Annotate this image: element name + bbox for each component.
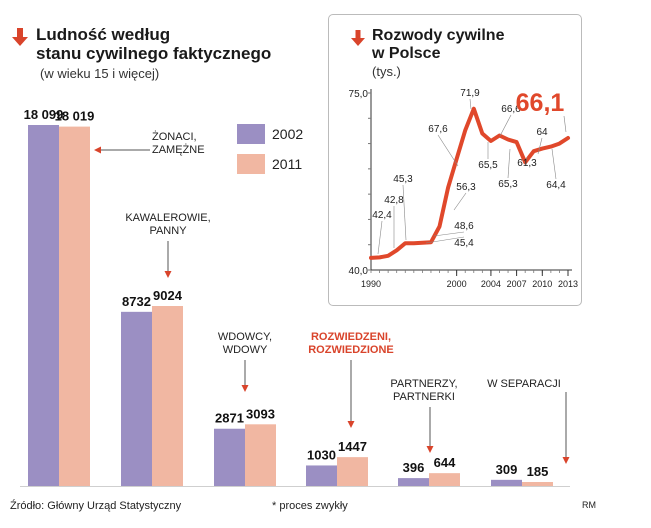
point-leader-12	[537, 137, 543, 155]
point-leader-9	[499, 114, 512, 137]
point-leader-11	[524, 156, 528, 165]
y-tick-label-75: 75,0	[349, 89, 369, 100]
bar-value-label-2002-1: 8732	[122, 294, 151, 309]
bar-value-label-2011-0: 18 019	[55, 109, 95, 124]
point-label-2: 45,3	[393, 174, 413, 185]
bar-2011-2	[245, 424, 276, 486]
bar-value-label-2011-1: 9024	[153, 288, 183, 303]
bar-value-label-2002-5: 309	[496, 462, 518, 477]
point-leader-6	[437, 134, 459, 167]
point-label-7: 71,9	[460, 88, 480, 99]
point-leader-3	[425, 236, 465, 244]
point-leader-7	[469, 98, 472, 110]
down-arrow-icon	[12, 28, 28, 46]
point-leader-5	[453, 192, 467, 211]
connector-arrow-partners	[426, 446, 434, 453]
point-label-1: 42,8	[384, 195, 404, 206]
author-text: RM	[582, 500, 596, 510]
connector-arrow-divorced	[347, 421, 355, 428]
category-label-partners: PARTNERZY, PARTNERKI	[390, 378, 458, 403]
category-label-married: ŻONACI, ZAMĘŻNE	[152, 131, 205, 156]
connector-arrow-single	[164, 271, 172, 278]
bar-2002-4	[398, 478, 429, 486]
chart-title-line1: Ludność według	[36, 25, 171, 44]
point-leader-13	[551, 148, 557, 180]
point-leader-0	[377, 220, 383, 255]
legend-swatch-2011	[237, 154, 265, 174]
point-label-4: 48,6	[454, 221, 474, 232]
footnote-text: * proces zwykły	[272, 500, 348, 512]
legend-label-2011: 2011	[272, 156, 303, 172]
bar-value-label-2002-0: 18 099	[24, 107, 64, 122]
bar-2011-1	[152, 306, 183, 486]
bar-2011-3	[337, 457, 368, 486]
category-label-single: KAWALEROWIE, PANNY	[125, 212, 211, 237]
point-label-5: 56,3	[456, 182, 476, 193]
point-leader-latest	[563, 115, 567, 133]
y-tick-label-40: 40,0	[349, 266, 369, 277]
point-leader-10	[507, 148, 511, 179]
connector-arrow-widowed	[241, 385, 249, 392]
bar-value-label-2002-4: 396	[403, 460, 425, 475]
category-label-widowed: WDOWCY, WDOWY	[217, 331, 273, 356]
divorce-series-line	[369, 106, 570, 260]
category-label-divorced: ROZWIEDZENI, ROZWIEDZIONE	[308, 331, 394, 356]
line-chart: 75,0 40,0 1990 2000 2004 2007 2010 2013 42,4 42,8…	[349, 88, 578, 289]
point-label-11: 61,3	[517, 158, 537, 169]
point-label-8: 65,5	[478, 160, 498, 171]
divorce-chart-subtitle: (tys.)	[372, 64, 401, 79]
bar-2002-5	[491, 479, 522, 486]
bar-2002-2	[214, 428, 245, 486]
category-label-separated: W SEPARACJI	[487, 378, 561, 390]
x-tick-label-2000: 2000	[447, 279, 467, 289]
point-label-12: 64	[536, 127, 548, 138]
bar-value-label-2002-3: 1030	[307, 447, 336, 462]
bar-2002-1	[121, 311, 152, 486]
bar-value-label-2011-5: 185	[527, 464, 549, 479]
down-arrow-icon	[351, 30, 365, 46]
bar-2002-0	[28, 125, 59, 486]
x-tick-label-2007: 2007	[507, 279, 527, 289]
bar-value-label-2011-3: 1447	[338, 439, 367, 454]
connector-arrow-separated	[562, 457, 570, 464]
bar-2011-0	[59, 126, 90, 486]
bar-value-label-2011-4: 644	[434, 455, 456, 470]
source-text: Źródło: Główny Urząd Statystyczny	[10, 500, 182, 512]
x-tick-label-2010: 2010	[532, 279, 552, 289]
divorce-chart-title: Rozwody cywilne w Polsce	[372, 27, 505, 62]
point-leader-2	[402, 184, 407, 241]
bar-2002-3	[306, 465, 337, 486]
point-label-latest: 66,1	[516, 89, 565, 117]
bar-2011-5	[522, 482, 553, 486]
connector-arrow-married	[94, 146, 101, 154]
point-label-10: 65,3	[498, 179, 518, 190]
point-label-6: 67,6	[428, 124, 448, 135]
x-tick-label-1990: 1990	[361, 279, 381, 289]
point-label-3: 45,4	[454, 238, 474, 249]
x-tick-label-2013: 2013	[558, 279, 578, 289]
legend-swatch-2002	[237, 124, 265, 144]
point-leader-4	[433, 231, 465, 237]
bar-value-label-2002-2: 2871	[215, 411, 244, 426]
label-connectors	[94, 146, 570, 464]
point-label-9: 66,6	[501, 104, 521, 115]
point-label-0: 42,4	[372, 210, 392, 221]
bar-2011-4	[429, 473, 460, 486]
chart-subtitle: (w wieku 15 i więcej)	[40, 66, 160, 81]
bar-value-label-2011-2: 3093	[246, 406, 275, 421]
x-tick-label-2004: 2004	[481, 279, 501, 289]
point-label-13: 64,4	[546, 180, 566, 191]
legend-label-2002: 2002	[272, 126, 304, 142]
chart-title-line2: stanu cywilnego faktycznego	[36, 44, 272, 63]
